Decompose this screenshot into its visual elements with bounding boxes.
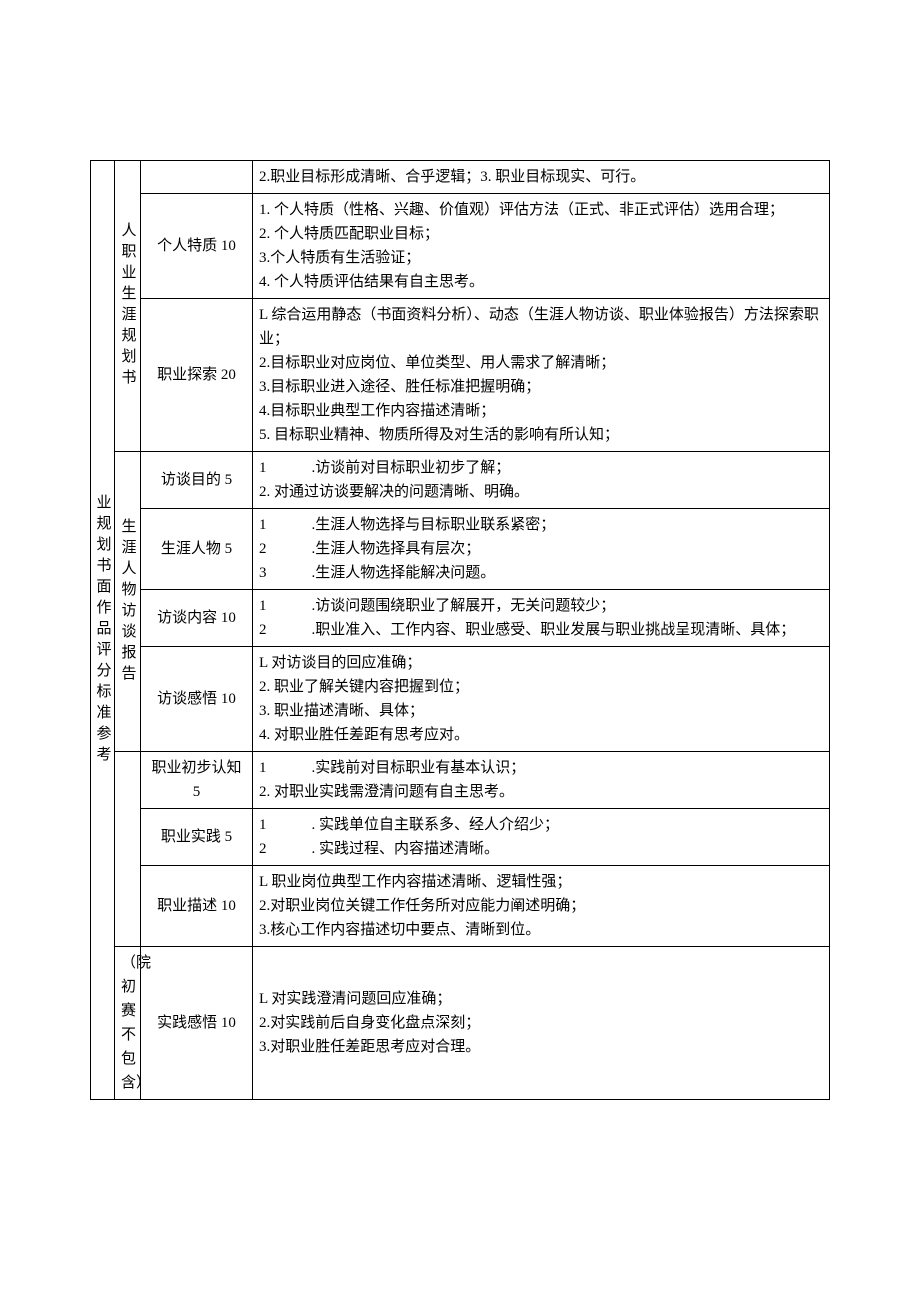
detail-cell: 1 . 实践单位自主联系多、经人介绍少；2 . 实践过程、内容描述清晰。 <box>253 809 830 866</box>
table-row: 业规划书面作品评分标准参考 人职业生涯规划书 2.职业目标形成清晰、合乎逻辑；3… <box>91 161 830 194</box>
table-row: 生涯人物 5 1 .生涯人物选择与目标职业联系紧密；2 .生涯人物选择具有层次；… <box>91 509 830 590</box>
criteria-cell: 职业描述 10 <box>141 866 253 947</box>
criteria-cell: 访谈内容 10 <box>141 590 253 647</box>
detail-cell: L 职业岗位典型工作内容描述清晰、逻辑性强；2.对职业岗位关键工作任务所对应能力… <box>253 866 830 947</box>
table-row: 个人特质 10 1. 个人特质（性格、兴趣、价值观）评估方法（正式、非正式评估）… <box>91 194 830 299</box>
table-row: 职业探索 20 L 综合运用静态（书面资料分析）、动态（生涯人物访谈、职业体验报… <box>91 299 830 452</box>
criteria-cell <box>141 161 253 194</box>
scoring-table: 业规划书面作品评分标准参考 人职业生涯规划书 2.职业目标形成清晰、合乎逻辑；3… <box>90 160 830 1100</box>
document-page: 业规划书面作品评分标准参考 人职业生涯规划书 2.职业目标形成清晰、合乎逻辑；3… <box>0 0 920 1200</box>
criteria-cell: 职业探索 20 <box>141 299 253 452</box>
criteria-cell: 个人特质 10 <box>141 194 253 299</box>
col-empty <box>115 752 141 947</box>
criteria-cell: 职业实践 5 <box>141 809 253 866</box>
criteria-cell: 访谈目的 5 <box>141 452 253 509</box>
detail-cell: L 对访谈目的回应准确；2. 职业了解关键内容把握到位；3. 职业描述清晰、具体… <box>253 647 830 752</box>
criteria-cell: 实践感悟 10 <box>141 947 253 1100</box>
criteria-cell: 生涯人物 5 <box>141 509 253 590</box>
detail-cell: 1. 个人特质（性格、兴趣、价值观）评估方法（正式、非正式评估）选用合理；2. … <box>253 194 830 299</box>
detail-cell: 2.职业目标形成清晰、合乎逻辑；3. 职业目标现实、可行。 <box>253 161 830 194</box>
table-row: 职业实践 5 1 . 实践单位自主联系多、经人介绍少；2 . 实践过程、内容描述… <box>91 809 830 866</box>
col-sub-category-plan: 人职业生涯规划书 <box>115 161 141 452</box>
detail-cell: L 综合运用静态（书面资料分析）、动态（生涯人物访谈、职业体验报告）方法探索职业… <box>253 299 830 452</box>
table-row: 职业描述 10 L 职业岗位典型工作内容描述清晰、逻辑性强；2.对职业岗位关键工… <box>91 866 830 947</box>
col-sub-category-interview: 生涯人物访谈报告 <box>115 452 141 752</box>
criteria-cell: 访谈感悟 10 <box>141 647 253 752</box>
detail-cell: 1 .生涯人物选择与目标职业联系紧密；2 .生涯人物选择具有层次；3 .生涯人物… <box>253 509 830 590</box>
table-row: （院初赛不包含） 实践感悟 10 L 对实践澄清问题回应准确；2.对实践前后自身… <box>91 947 830 1100</box>
criteria-cell: 职业初步认知 5 <box>141 752 253 809</box>
table-row: 访谈感悟 10 L 对访谈目的回应准确；2. 职业了解关键内容把握到位；3. 职… <box>91 647 830 752</box>
detail-cell: 1 .访谈前对目标职业初步了解；2. 对通过访谈要解决的问题清晰、明确。 <box>253 452 830 509</box>
detail-cell: 1 .实践前对目标职业有基本认识；2. 对职业实践需澄清问题有自主思考。 <box>253 752 830 809</box>
detail-cell: 1 .访谈问题围绕职业了解展开，无关问题较少；2 .职业准入、工作内容、职业感受… <box>253 590 830 647</box>
col-main-category: 业规划书面作品评分标准参考 <box>91 161 115 1100</box>
col-note: （院初赛不包含） <box>115 947 141 1100</box>
table-row: 职业初步认知 5 1 .实践前对目标职业有基本认识；2. 对职业实践需澄清问题有… <box>91 752 830 809</box>
detail-cell: L 对实践澄清问题回应准确；2.对实践前后自身变化盘点深刻；3.对职业胜任差距思… <box>253 947 830 1100</box>
table-row: 访谈内容 10 1 .访谈问题围绕职业了解展开，无关问题较少；2 .职业准入、工… <box>91 590 830 647</box>
table-row: 生涯人物访谈报告 访谈目的 5 1 .访谈前对目标职业初步了解；2. 对通过访谈… <box>91 452 830 509</box>
